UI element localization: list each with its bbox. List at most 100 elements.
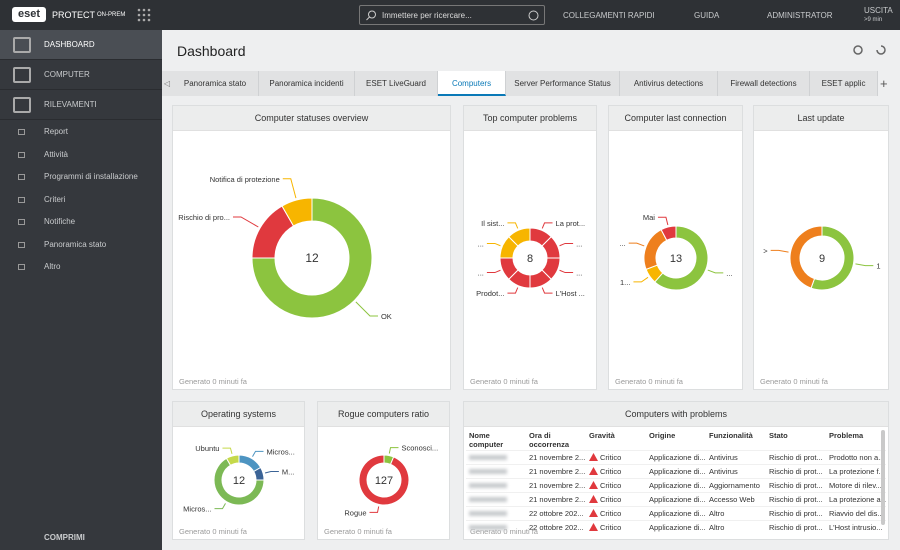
table-cell: Applicazione di...	[646, 506, 706, 521]
widget-title: Operating systems	[173, 402, 304, 427]
nav-subicon	[18, 196, 25, 203]
nav-subitem[interactable]: Notifiche	[0, 211, 162, 233]
segment-label: Prodot...	[476, 289, 504, 298]
cell-text: L'Host intrusio...	[829, 523, 883, 533]
leader-line	[282, 178, 297, 199]
widget-title: Computer last connection	[609, 106, 742, 131]
header-icons[interactable]	[852, 44, 892, 56]
collapse[interactable]: COMPRIMI	[44, 533, 85, 542]
nav-subitem[interactable]: Criteri	[0, 189, 162, 211]
table-row[interactable]: 21 novembre 2... Critico Applicazione di..…	[466, 478, 886, 493]
tab[interactable]: Firewall detections	[718, 71, 810, 96]
leader-line	[252, 450, 264, 457]
widget-title: Last update	[754, 106, 888, 131]
tab[interactable]: Computers	[438, 71, 506, 96]
nav-subicon	[18, 219, 25, 225]
help-icon[interactable]	[528, 10, 539, 21]
segment-label: M...	[282, 467, 295, 476]
donut-center: 8	[527, 253, 533, 265]
widget: Computer statuses overview Generato 0 min…	[172, 105, 451, 390]
logout-time: >9 min	[864, 17, 883, 23]
nav-item[interactable]: COMPUTER	[0, 60, 162, 90]
donut-center: 12	[233, 475, 245, 487]
table-cell: 21 novembre 2...	[526, 478, 586, 493]
blurred-name	[466, 450, 526, 465]
tab[interactable]: Panoramica incidenti	[259, 71, 355, 96]
cell-text: 22 ottobre 202...	[529, 509, 584, 518]
column-header[interactable]: Problema	[829, 431, 864, 440]
quick-links[interactable]: COLLEGAMENTI RAPIDI	[563, 11, 655, 20]
user-menu[interactable]: ADMINISTRATOR	[767, 11, 833, 20]
leader-line	[507, 287, 519, 294]
donut-chart: La prot......... L'Host ... Prodot........…	[476, 219, 585, 298]
add-tab[interactable]: +	[880, 76, 888, 91]
table-row[interactable]: 22 ottobre 202... Critico Applicazione di.…	[466, 506, 886, 521]
widget-footer: Generato 0 minuti fa	[470, 377, 538, 386]
table-cell: Antivirus	[706, 450, 766, 465]
leader-line	[388, 447, 399, 454]
table-cell: Riavvio del dis...	[826, 506, 886, 521]
segment-label: ...	[619, 239, 625, 248]
table-row[interactable]: 22 ottobre 202... Critico Applicazione di.…	[466, 520, 886, 535]
table-cell: La protezione f...	[826, 464, 886, 479]
table-cell: 21 novembre 2...	[526, 450, 586, 465]
table-row[interactable]: 21 novembre 2... Critico Applicazione di..…	[466, 492, 886, 507]
help-menu[interactable]: GUIDA	[694, 11, 720, 20]
segment-label: >	[763, 246, 768, 255]
table-row[interactable]: 21 novembre 2... Critico Applicazione di..…	[466, 464, 886, 479]
column-header[interactable]: Gravità	[589, 431, 615, 440]
column-header[interactable]: Funzionalità	[709, 431, 753, 440]
cell-text: Applicazione di...	[649, 467, 706, 476]
column-header[interactable]: Stato	[769, 431, 788, 440]
severity-icon	[589, 523, 598, 532]
leader-line	[633, 276, 649, 283]
nav-subitem[interactable]: Attività	[0, 144, 162, 166]
nav-item[interactable]: RILEVAMENTI	[0, 90, 162, 120]
tab-scroll-left[interactable]: ◁	[162, 71, 172, 96]
segment-label: ...	[726, 269, 732, 278]
table-cell: Applicazione di...	[646, 464, 706, 479]
tab[interactable]: Panoramica stato	[172, 71, 259, 96]
warning-triangle	[589, 509, 598, 517]
column-header[interactable]: Ora di occorrenza	[529, 431, 570, 449]
blurred-name	[466, 478, 526, 493]
nav-subitem[interactable]: Altro	[0, 256, 162, 278]
cell-text: Critico	[600, 467, 622, 476]
nav-subitem[interactable]: Panoramica stato	[0, 234, 162, 256]
segment-label: L'Host ...	[556, 289, 585, 298]
search-box[interactable]: Immettere per ricercare...	[359, 5, 545, 25]
nav-subitem[interactable]: Programmi di installazione	[0, 166, 162, 188]
widget-title: Rogue computers ratio	[318, 402, 449, 427]
logout[interactable]: USCITA	[864, 6, 893, 15]
tab[interactable]: Server Performance Status	[506, 71, 620, 96]
cell-text: 21 novembre 2...	[529, 467, 586, 476]
search-placeholder: Immettere per ricercare...	[382, 11, 472, 20]
column-header[interactable]: Origine	[649, 431, 676, 440]
severity-icon	[589, 481, 598, 489]
warning-triangle	[589, 453, 598, 461]
blurred-name	[466, 464, 526, 479]
table-cell: Antivirus	[706, 464, 766, 479]
table-cell: Critico	[586, 450, 646, 465]
segment-label: OK	[381, 312, 392, 321]
logo[interactable]: eset	[12, 7, 46, 22]
tab[interactable]: Antivirus detections	[620, 71, 718, 96]
table-cell: Applicazione di...	[646, 478, 706, 493]
cell-text: Critico	[600, 509, 622, 518]
widget-footer: Generato 0 minuti fa	[179, 527, 247, 536]
nav-subicon	[18, 129, 25, 135]
cell-text: Altro	[709, 523, 725, 533]
cell-text: Rischio di prot...	[769, 523, 823, 533]
leader-line	[770, 249, 789, 253]
nav-subitem[interactable]: Report	[0, 121, 162, 143]
table-cell: 22 ottobre 202...	[526, 520, 586, 535]
donut-segment	[660, 225, 677, 241]
apps-icon[interactable]	[137, 8, 151, 22]
tab[interactable]: ESET LiveGuard	[355, 71, 438, 96]
column-header[interactable]: Nome computer	[469, 431, 504, 449]
donut-chart: 1 >9	[763, 225, 881, 291]
table-row[interactable]: 21 novembre 2... Critico Applicazione di..…	[466, 450, 886, 465]
cell-text: 21 novembre 2...	[529, 481, 586, 490]
nav-item[interactable]: DASHBOARD	[0, 30, 162, 60]
tab[interactable]: ESET applic	[810, 71, 878, 96]
